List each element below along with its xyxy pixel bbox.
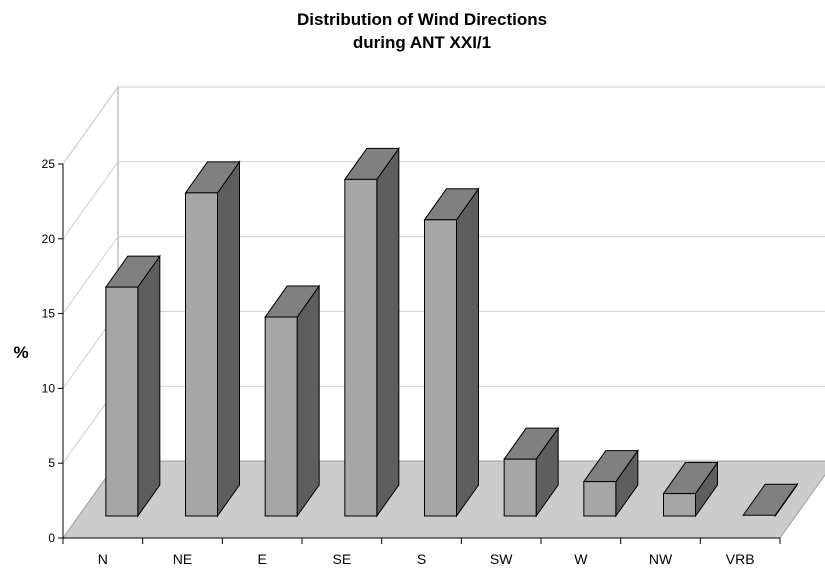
gridline-side	[62, 161, 119, 240]
bar-side-face	[456, 187, 479, 518]
y-axis-ticks: 0 5 10 15 20 25	[42, 157, 63, 545]
bar-W	[582, 449, 639, 518]
bar-front-face	[424, 219, 457, 517]
chart-title-line-2: during ANT XXI/1	[353, 33, 491, 52]
y-tick-label: 0	[48, 531, 55, 545]
gridline-side	[62, 236, 119, 314]
y-tick-label: 10	[42, 381, 56, 395]
x-tick-label: VRB	[726, 551, 755, 567]
x-tick-label: SW	[490, 551, 513, 567]
bar-S	[423, 187, 480, 518]
gridline-side	[62, 86, 119, 165]
bar-NE	[184, 160, 241, 518]
bar-front-face	[185, 192, 218, 517]
bar-NW	[662, 460, 719, 518]
y-tick-label: 20	[42, 232, 56, 246]
bar-front-face	[583, 481, 617, 517]
y-tick-label: 15	[42, 307, 56, 321]
bar-VRB	[742, 482, 799, 518]
chart-title-line-1: Distribution of Wind Directions	[297, 10, 547, 29]
bar-front-face	[105, 286, 139, 517]
x-tick-label: SE	[332, 551, 351, 567]
x-tick-label: S	[417, 551, 426, 567]
x-axis-categories: N NE E SE S SW W NW VRB	[98, 551, 755, 567]
x-tick-label: E	[257, 551, 266, 567]
y-tick-label: 5	[48, 456, 55, 470]
bar-side-face	[376, 146, 400, 518]
x-tick-label: W	[574, 551, 588, 567]
x-tick-label: NE	[173, 551, 192, 567]
chart-axes	[62, 164, 781, 544]
bar-N	[104, 254, 161, 518]
bar-front-face	[264, 316, 298, 517]
bar-front-face	[663, 493, 696, 517]
x-tick-label: N	[98, 551, 108, 567]
y-axis-label: %	[13, 343, 28, 362]
bar-E	[264, 284, 321, 518]
bar-SE	[343, 146, 400, 518]
bar-side-face	[217, 160, 240, 518]
chart-bars	[104, 146, 799, 518]
bar-top-face	[742, 483, 799, 516]
bar-side-face	[296, 284, 320, 518]
x-tick-label: NW	[649, 551, 673, 567]
bar-front-face	[344, 178, 378, 517]
y-tick-label: 25	[42, 157, 56, 171]
bar-side-face	[137, 254, 161, 518]
bar-front-face	[503, 458, 537, 517]
bar-SW	[503, 426, 560, 518]
